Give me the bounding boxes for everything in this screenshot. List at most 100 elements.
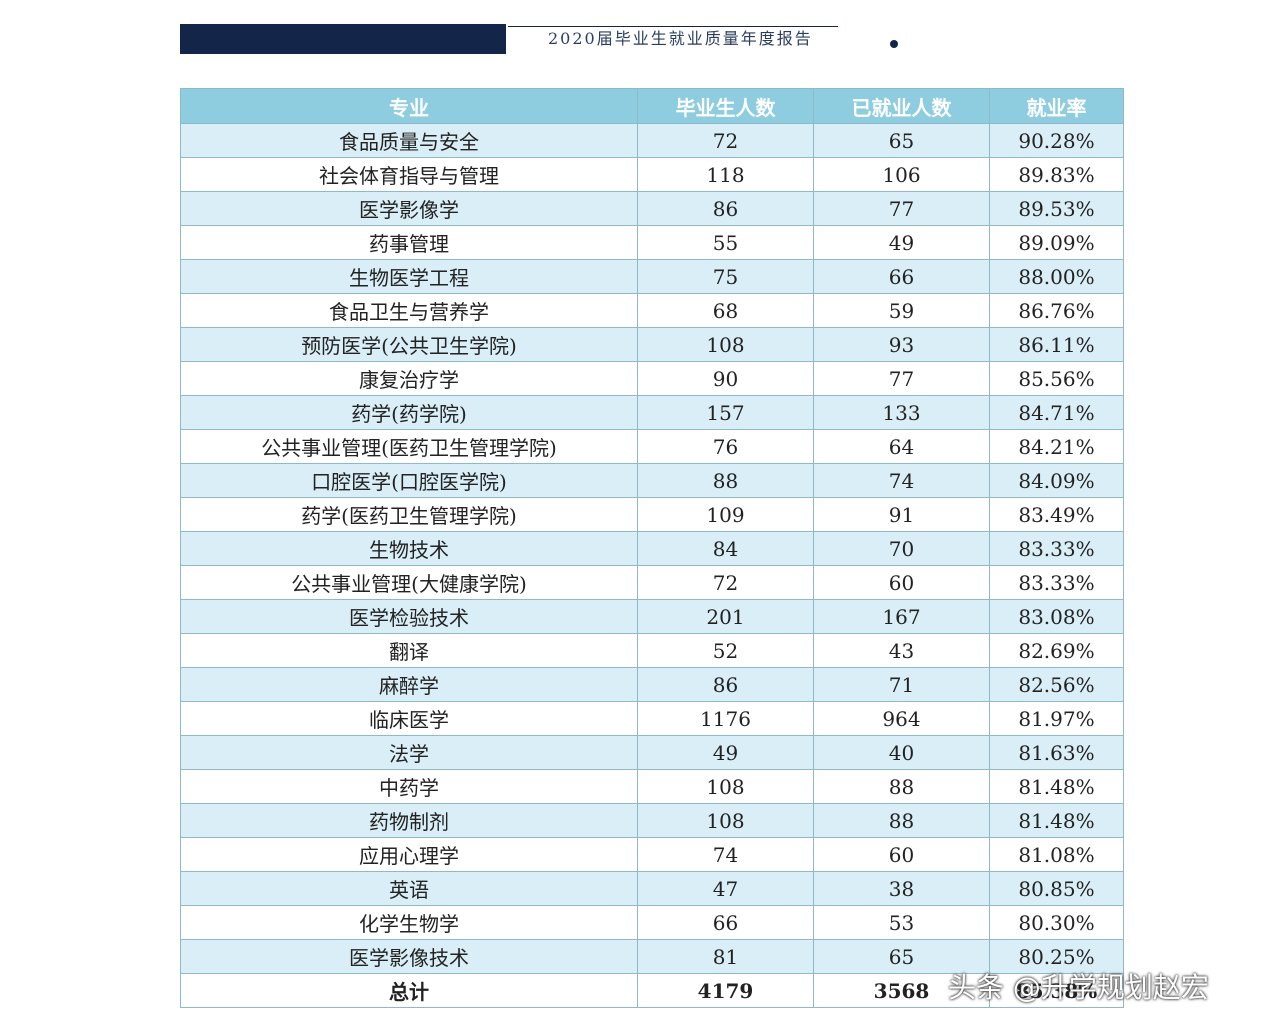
table-cell: 86.76%	[989, 293, 1124, 328]
table-row: 英语 47 38 80.85%	[180, 871, 1124, 906]
header-row: 专业 毕业生人数 已就业人数 就业率	[180, 88, 1124, 124]
table-cell: 964	[813, 701, 990, 736]
table-cell: 133	[813, 395, 990, 430]
table-cell: 临床医学	[180, 701, 638, 736]
table-cell: 口腔医学(口腔医学院)	[180, 463, 638, 498]
table-cell: 食品卫生与营养学	[180, 293, 638, 328]
table-cell: 93	[813, 327, 990, 362]
total-cell: 3568	[813, 973, 990, 1008]
table-row: 康复治疗学 90 77 85.56%	[180, 361, 1124, 396]
table-cell: 82.56%	[989, 667, 1124, 702]
table-cell: 80.30%	[989, 905, 1124, 940]
table-cell: 88	[813, 803, 990, 838]
table-cell: 法学	[180, 735, 638, 770]
table-cell: 83.33%	[989, 531, 1124, 566]
table-cell: 66	[637, 905, 814, 940]
table-cell: 药学(药学院)	[180, 395, 638, 430]
table-cell: 81.63%	[989, 735, 1124, 770]
table-row: 药学(药学院) 157 133 84.71%	[180, 395, 1124, 430]
table-cell: 83.33%	[989, 565, 1124, 600]
table-row: 口腔医学(口腔医学院) 88 74 84.09%	[180, 463, 1124, 498]
table-cell: 60	[813, 837, 990, 872]
table-row: 药事管理 55 49 89.09%	[180, 225, 1124, 260]
table-cell: 109	[637, 497, 814, 532]
table-cell: 81.97%	[989, 701, 1124, 736]
table-cell: 88.00%	[989, 259, 1124, 294]
table-cell: 麻醉学	[180, 667, 638, 702]
table-row: 翻译 52 43 82.69%	[180, 633, 1124, 668]
table-cell: 157	[637, 395, 814, 430]
table-cell: 84	[637, 531, 814, 566]
table-row: 临床医学 1176 964 81.97%	[180, 701, 1124, 736]
table-cell: 89.09%	[989, 225, 1124, 260]
table-cell: 47	[637, 871, 814, 906]
table-cell: 108	[637, 803, 814, 838]
table-cell: 77	[813, 361, 990, 396]
total-cell: 85.38%	[989, 973, 1124, 1008]
table-cell: 药学(医药卫生管理学院)	[180, 497, 638, 532]
table-row: 食品质量与安全 72 65 90.28%	[180, 123, 1124, 158]
table-cell: 77	[813, 191, 990, 226]
table-cell: 82.69%	[989, 633, 1124, 668]
table-cell: 70	[813, 531, 990, 566]
table-cell: 74	[813, 463, 990, 498]
table-row: 应用心理学 74 60 81.08%	[180, 837, 1124, 872]
table-cell: 公共事业管理(医药卫生管理学院)	[180, 429, 638, 464]
table-cell: 85.56%	[989, 361, 1124, 396]
table-cell: 医学检验技术	[180, 599, 638, 634]
table-cell: 生物医学工程	[180, 259, 638, 294]
table-row: 社会体育指导与管理 118 106 89.83%	[180, 157, 1124, 192]
header-cell: 毕业生人数	[637, 88, 814, 124]
total-cell: 4179	[637, 973, 814, 1008]
header-bar	[180, 24, 506, 54]
table-cell: 中药学	[180, 769, 638, 804]
table-cell: 86	[637, 667, 814, 702]
table-cell: 84.21%	[989, 429, 1124, 464]
table-cell: 食品质量与安全	[180, 123, 638, 158]
table-cell: 88	[637, 463, 814, 498]
table-row: 生物医学工程 75 66 88.00%	[180, 259, 1124, 294]
table-cell: 84.09%	[989, 463, 1124, 498]
table-cell: 80.85%	[989, 871, 1124, 906]
table-cell: 89.53%	[989, 191, 1124, 226]
table-cell: 80.25%	[989, 939, 1124, 974]
table-cell: 49	[637, 735, 814, 770]
table-cell: 89.83%	[989, 157, 1124, 192]
table-cell: 翻译	[180, 633, 638, 668]
table-row: 法学 49 40 81.63%	[180, 735, 1124, 770]
table-cell: 55	[637, 225, 814, 260]
table-cell: 86	[637, 191, 814, 226]
table-row: 食品卫生与营养学 68 59 86.76%	[180, 293, 1124, 328]
table-cell: 38	[813, 871, 990, 906]
table-cell: 社会体育指导与管理	[180, 157, 638, 192]
table-cell: 65	[813, 123, 990, 158]
watermark: 头条 @升学规划赵宏	[948, 971, 1209, 1004]
table-row: 医学检验技术 201 167 83.08%	[180, 599, 1124, 634]
table-cell: 108	[637, 769, 814, 804]
table-cell: 英语	[180, 871, 638, 906]
table-cell: 74	[637, 837, 814, 872]
table-cell: 88	[813, 769, 990, 804]
table-cell: 药物制剂	[180, 803, 638, 838]
table-row: 药学(医药卫生管理学院) 109 91 83.49%	[180, 497, 1124, 532]
table-cell: 52	[637, 633, 814, 668]
table-row: 麻醉学 86 71 82.56%	[180, 667, 1124, 702]
table-cell: 86.11%	[989, 327, 1124, 362]
header-cell: 专业	[180, 88, 638, 124]
table-cell: 81.48%	[989, 803, 1124, 838]
table-cell: 167	[813, 599, 990, 634]
table-row: 中药学 108 88 81.48%	[180, 769, 1124, 804]
table-cell: 66	[813, 259, 990, 294]
table-cell: 90	[637, 361, 814, 396]
table-cell: 75	[637, 259, 814, 294]
table-cell: 应用心理学	[180, 837, 638, 872]
table-cell: 40	[813, 735, 990, 770]
table-cell: 108	[637, 327, 814, 362]
table-cell: 81.08%	[989, 837, 1124, 872]
table-cell: 81	[637, 939, 814, 974]
table-cell: 59	[813, 293, 990, 328]
table-cell: 84.71%	[989, 395, 1124, 430]
table-cell: 90.28%	[989, 123, 1124, 158]
table-row: 公共事业管理(医药卫生管理学院) 76 64 84.21%	[180, 429, 1124, 464]
